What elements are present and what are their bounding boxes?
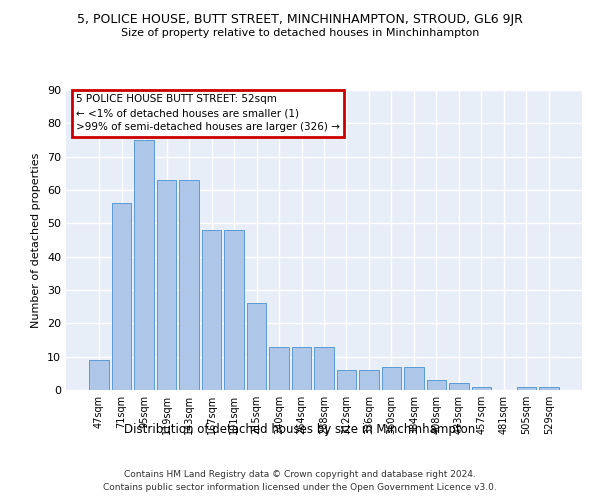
Bar [449, 384, 469, 390]
Bar [112, 204, 131, 390]
Text: Size of property relative to detached houses in Minchinhampton: Size of property relative to detached ho… [121, 28, 479, 38]
Bar [179, 180, 199, 390]
Bar [157, 180, 176, 390]
Bar [314, 346, 334, 390]
Bar [337, 370, 356, 390]
Bar [517, 386, 536, 390]
Bar [292, 346, 311, 390]
Text: 5, POLICE HOUSE, BUTT STREET, MINCHINHAMPTON, STROUD, GL6 9JR: 5, POLICE HOUSE, BUTT STREET, MINCHINHAM… [77, 12, 523, 26]
Bar [359, 370, 379, 390]
Bar [89, 360, 109, 390]
Y-axis label: Number of detached properties: Number of detached properties [31, 152, 41, 328]
Text: Contains HM Land Registry data © Crown copyright and database right 2024.: Contains HM Land Registry data © Crown c… [124, 470, 476, 479]
Bar [224, 230, 244, 390]
Bar [247, 304, 266, 390]
Bar [472, 386, 491, 390]
Text: Distribution of detached houses by size in Minchinhampton: Distribution of detached houses by size … [124, 422, 476, 436]
Bar [539, 386, 559, 390]
Text: Contains public sector information licensed under the Open Government Licence v3: Contains public sector information licen… [103, 482, 497, 492]
Bar [404, 366, 424, 390]
Bar [427, 380, 446, 390]
Bar [382, 366, 401, 390]
Bar [134, 140, 154, 390]
Bar [269, 346, 289, 390]
Text: 5 POLICE HOUSE BUTT STREET: 52sqm
← <1% of detached houses are smaller (1)
>99% : 5 POLICE HOUSE BUTT STREET: 52sqm ← <1% … [76, 94, 340, 132]
Bar [202, 230, 221, 390]
